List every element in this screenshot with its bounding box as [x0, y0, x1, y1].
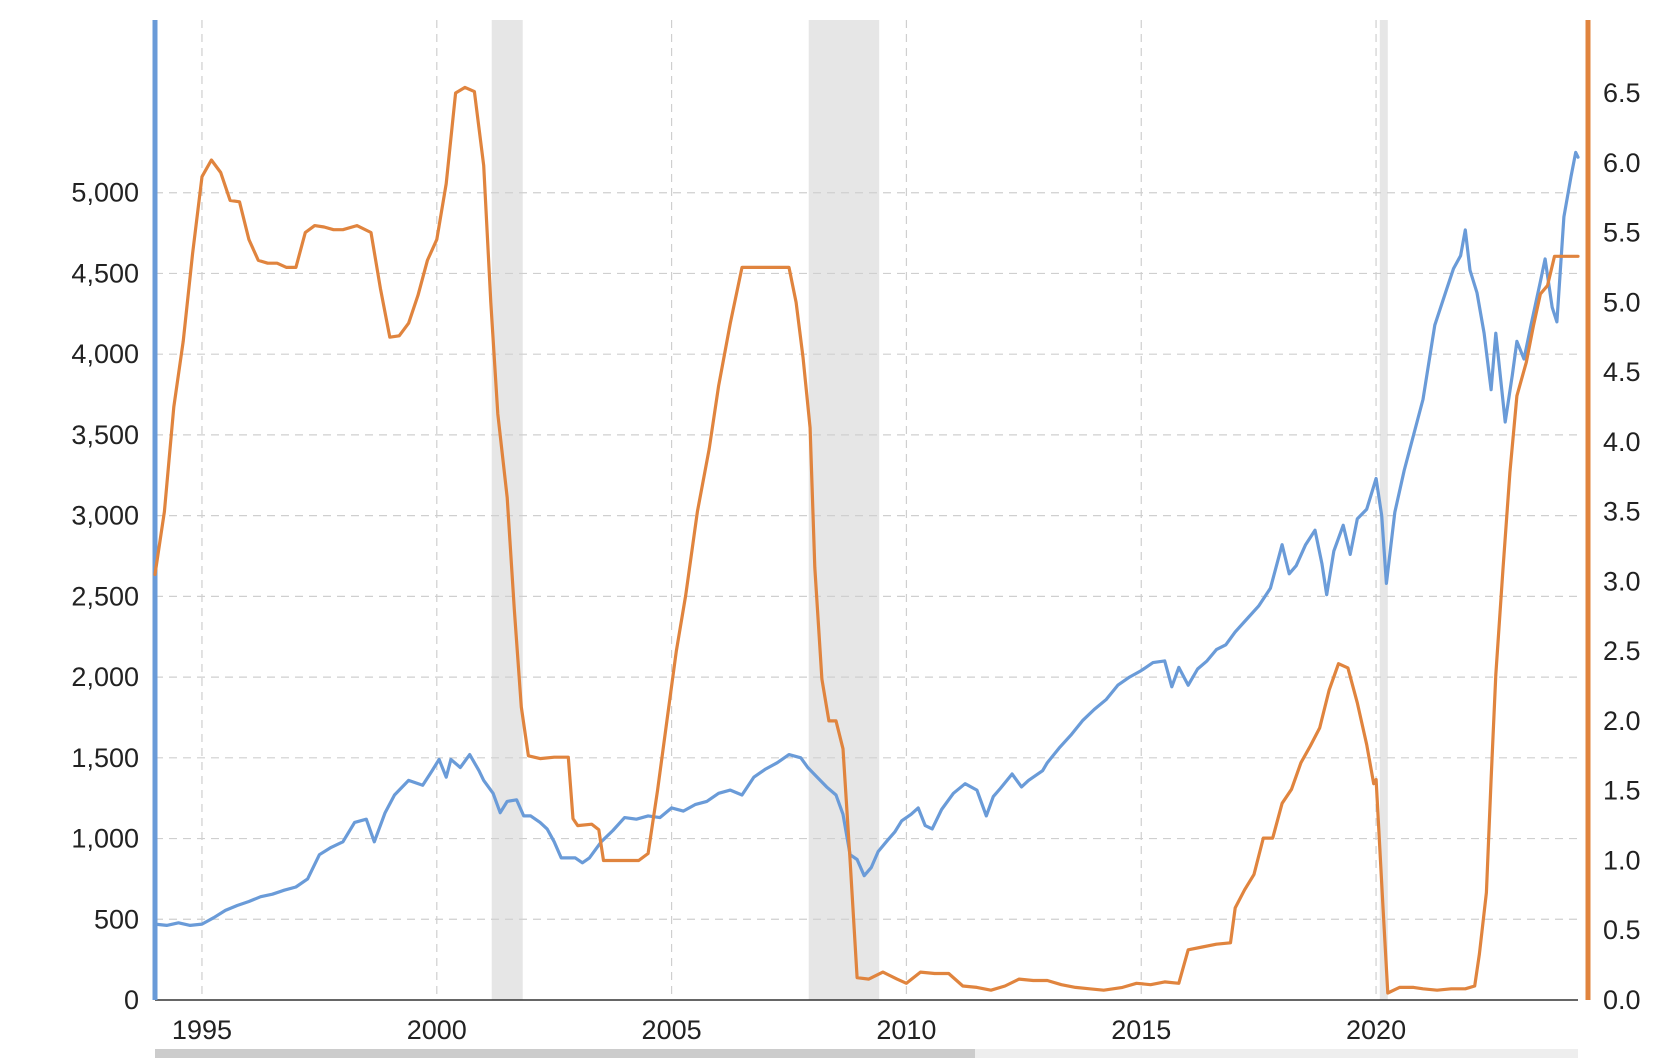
- navigator-strip[interactable]: [155, 1049, 1578, 1058]
- recession-band-2: [1379, 20, 1388, 1000]
- y-left-tick-label: 4,500: [71, 258, 139, 288]
- y-left-tick-label: 0: [124, 985, 139, 1015]
- y-left-tick-label: 2,500: [71, 581, 139, 611]
- y-right-tick-label: 3.0: [1603, 566, 1641, 596]
- navigator-handle[interactable]: [155, 1049, 975, 1058]
- y-left-tick-label: 4,000: [71, 339, 139, 369]
- y-left-tick-label: 500: [94, 904, 139, 934]
- y-right-tick-label: 1.0: [1603, 845, 1641, 875]
- y-right-tick-label: 2.0: [1603, 706, 1641, 736]
- y-left-tick-label: 5,000: [71, 178, 139, 208]
- y-right-tick-label: 0.5: [1603, 915, 1641, 945]
- y-right-tick-label: 0.0: [1603, 985, 1641, 1015]
- right-axis-series-line: [153, 85, 1580, 995]
- y-right-tick-label: 3.5: [1603, 497, 1641, 527]
- y-right-tick-label: 6.0: [1603, 148, 1641, 178]
- left-axis-series-line: [153, 150, 1580, 927]
- series-layer: [153, 85, 1580, 995]
- y-right-tick-label: 1.5: [1603, 776, 1641, 806]
- y-right-tick-label: 2.5: [1603, 636, 1641, 666]
- y-right-tick-label: 4.5: [1603, 357, 1641, 387]
- y-right-tick-label: 5.0: [1603, 287, 1641, 317]
- y-right-tick-label: 5.5: [1603, 218, 1641, 248]
- axes-layer: [152, 20, 1591, 1001]
- recession-shading-layer: [491, 20, 1388, 1000]
- y-left-tick-label: 3,000: [71, 501, 139, 531]
- x-tick-label: 2015: [1111, 1015, 1171, 1045]
- x-tick-label: 2005: [642, 1015, 702, 1045]
- y-left-tick-label: 1,500: [71, 743, 139, 773]
- y-left-tick-label: 1,000: [71, 824, 139, 854]
- y-right-tick-label: 6.5: [1603, 78, 1641, 108]
- grid-layer: [155, 20, 1578, 1000]
- y-left-tick-label: 3,500: [71, 420, 139, 450]
- recession-band-1: [808, 20, 880, 1000]
- y-left-tick-label: 2,000: [71, 662, 139, 692]
- y-right-tick-label: 4.0: [1603, 427, 1641, 457]
- x-tick-label: 1995: [172, 1015, 232, 1045]
- x-tick-label: 2000: [407, 1015, 467, 1045]
- x-tick-label: 2010: [876, 1015, 936, 1045]
- x-tick-label: 2020: [1346, 1015, 1406, 1045]
- tick-label-layer: 0 500 1,000 1,500 2,000 2,500 3,000 3,500 4,000 4…: [71, 78, 1640, 1045]
